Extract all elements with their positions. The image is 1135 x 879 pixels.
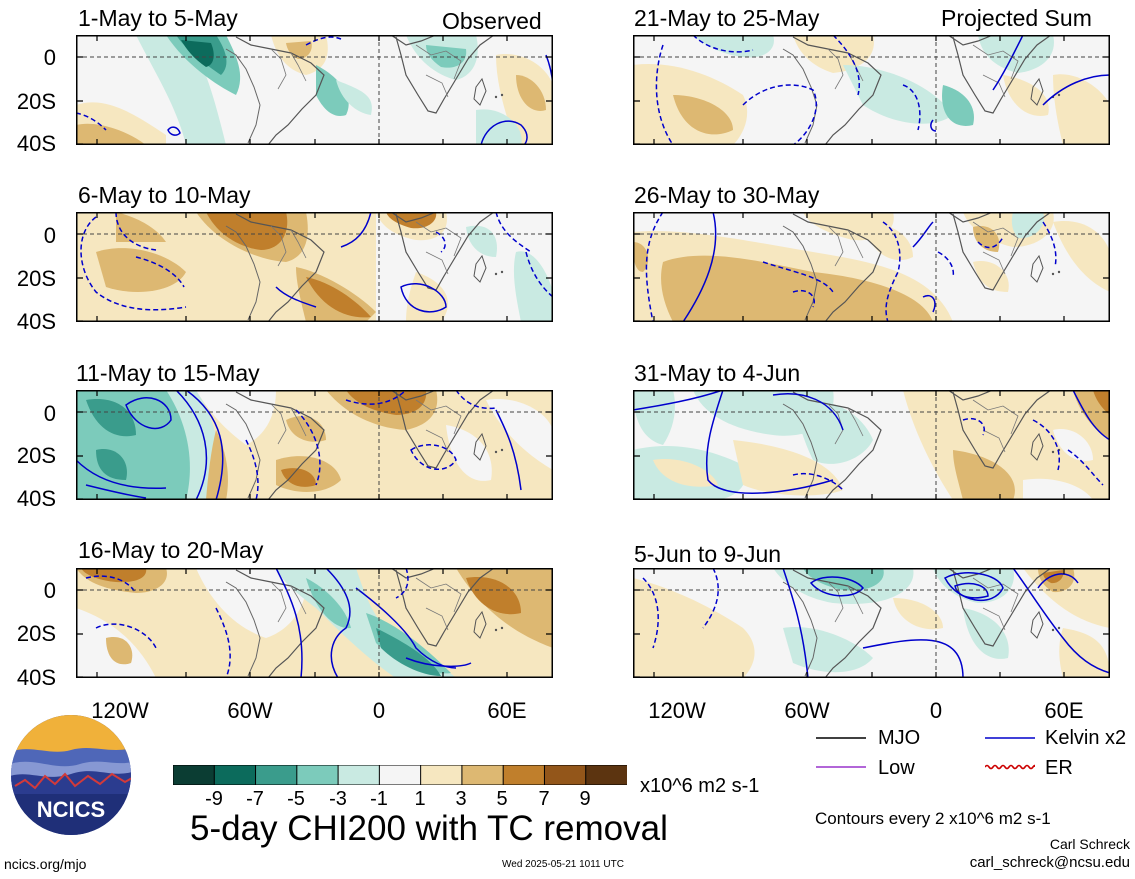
lon-label-0: 0 — [372, 698, 386, 723]
panel-title-proj-3: 31-May to 4-Jun — [634, 360, 801, 386]
legend-label-er: ER — [1045, 757, 1073, 779]
panel-title-obs-2: 6-May to 10-May — [78, 182, 251, 208]
colorbar-swatch — [502, 764, 546, 786]
panel-title-obs-4: 16-May to 20-May — [78, 537, 264, 563]
colorbar-swatch — [543, 764, 587, 786]
legend-line-low — [816, 766, 866, 768]
colorbar-tick: 9 — [579, 788, 591, 810]
lat-label-20s: 20S — [16, 621, 56, 646]
lat-label-20s: 20S — [16, 89, 56, 114]
colorbar — [172, 764, 629, 786]
panel-title-obs-3: 11-May to 15-May — [76, 360, 260, 386]
colorbar-swatch — [172, 764, 216, 786]
colorbar-tick: -3 — [329, 788, 347, 810]
map-panel-obs-3 — [76, 390, 553, 500]
lat-label-20s: 20S — [16, 266, 56, 291]
legend-label-low: Low — [878, 757, 915, 779]
timestamp: Wed 2025-05-21 1011 UTC — [502, 859, 624, 870]
author-email: carl_schreck@ncsu.edu — [969, 854, 1130, 871]
lon-label-120w: 120W — [91, 698, 149, 723]
author-name: Carl Schreck — [1049, 836, 1130, 852]
legend-line-er — [985, 764, 1035, 770]
legend-line-mjo — [816, 737, 866, 739]
lon-label-60w: 60W — [784, 698, 830, 723]
projected-sum-label: Projected Sum — [941, 5, 1092, 31]
panel-title-proj-4: 5-Jun to 9-Jun — [634, 541, 782, 567]
ncics-logo-text: NCICS — [37, 797, 105, 822]
lon-label-60e: 60E — [1044, 698, 1084, 723]
map-panel-obs-4 — [76, 568, 553, 678]
ncics-logo-graphic: NCICS — [11, 715, 131, 835]
legend-line-kelvin — [985, 737, 1035, 739]
map-panel-proj-1 — [633, 35, 1110, 145]
lon-label-60e: 60E — [487, 698, 527, 723]
lon-label-60w: 60W — [227, 698, 273, 723]
colorbar-swatch — [378, 764, 422, 786]
colorbar-swatch — [461, 764, 505, 786]
colorbar-tick: 1 — [414, 788, 426, 810]
observed-label: Observed — [442, 8, 542, 34]
map-panel-proj-2 — [633, 212, 1110, 322]
lat-label-40s: 40S — [16, 309, 56, 334]
colorbar-swatch — [296, 764, 340, 786]
footer-url: ncics.org/mjo — [4, 856, 87, 872]
colorbar-tick: 3 — [455, 788, 467, 810]
map-panel-proj-3 — [633, 390, 1110, 500]
lat-label-0: 0 — [43, 45, 56, 70]
lon-label-0: 0 — [929, 698, 943, 723]
lat-label-40s: 40S — [16, 486, 56, 511]
colorbar-tick: 5 — [496, 788, 508, 810]
panel-title-proj-2: 26-May to 30-May — [634, 182, 820, 208]
legend-label-mjo: MJO — [878, 727, 921, 749]
figure-title: 5-day CHI200 with TC removal — [190, 809, 668, 848]
lon-label-120w: 120W — [648, 698, 706, 723]
colorbar-tick: -9 — [205, 788, 223, 810]
colorbar-tick: 7 — [538, 788, 550, 810]
map-panel-proj-4 — [633, 568, 1110, 678]
panel-title-obs-1: 1-May to 5-May — [78, 5, 238, 31]
colorbar-swatch — [420, 764, 463, 786]
lat-label-40s: 40S — [16, 665, 56, 690]
legend-label-kelvin: Kelvin x2 — [1045, 727, 1127, 749]
lat-label-0: 0 — [43, 401, 56, 426]
lat-label-0: 0 — [43, 223, 56, 248]
ncics-logo: NCICS — [10, 714, 132, 836]
lat-label-40s: 40S — [16, 131, 56, 156]
lat-label-20s: 20S — [16, 443, 56, 468]
colorbar-swatch — [213, 764, 257, 786]
colorbar-swatch — [255, 764, 298, 786]
map-panel-obs-2 — [76, 212, 553, 322]
panel-title-proj-1: 21-May to 25-May — [634, 5, 820, 31]
map-panel-obs-1 — [76, 35, 553, 145]
colorbar-swatches — [172, 764, 629, 786]
colorbar-swatch — [337, 764, 381, 786]
colorbar-tick: -5 — [287, 788, 305, 810]
contour-note: Contours every 2 x10^6 m2 s-1 — [815, 809, 1051, 828]
lat-label-0: 0 — [43, 578, 56, 603]
colorbar-tick: -7 — [246, 788, 264, 810]
colorbar-swatch — [585, 764, 629, 786]
colorbar-tick: -1 — [370, 788, 388, 810]
colorbar-unit: x10^6 m2 s-1 — [640, 775, 760, 797]
